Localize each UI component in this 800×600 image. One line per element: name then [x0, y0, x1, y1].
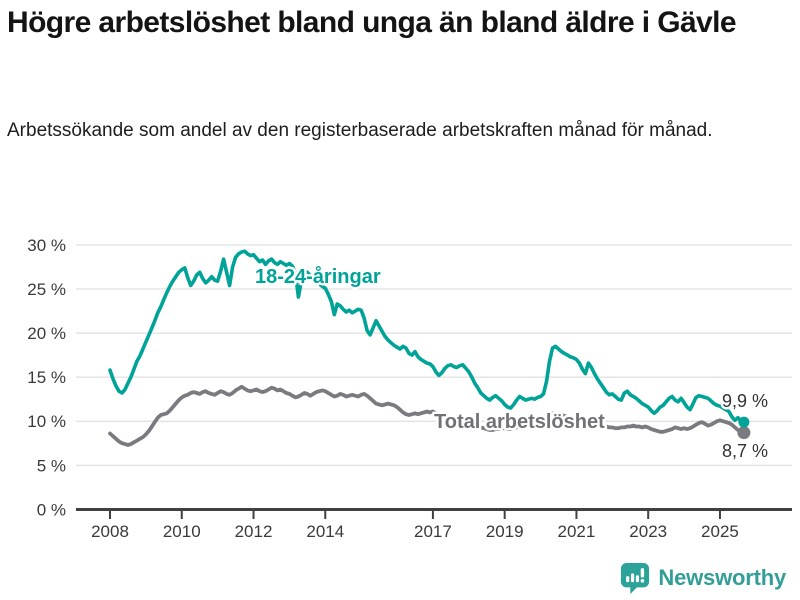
x-axis-tick-label: 2010 — [163, 522, 201, 541]
x-axis-tick-label: 2021 — [558, 522, 596, 541]
series-line-total — [108, 384, 746, 447]
page-title: Högre arbetslöshet bland unga än bland ä… — [7, 6, 737, 39]
end-dot-total — [737, 426, 751, 440]
y-axis-tick-label: 10 % — [27, 412, 66, 431]
y-axis-tick-label: 20 % — [27, 324, 66, 343]
newsworthy-logo-icon — [621, 563, 650, 594]
x-axis-tick-label: 2017 — [414, 522, 452, 541]
y-axis-tick-label: 15 % — [27, 368, 66, 387]
x-axis-tick-label: 2019 — [486, 522, 524, 541]
brand-name: Newsworthy — [658, 565, 786, 590]
end-value-label-total: 8,7 % — [722, 441, 768, 461]
footer-brand: Newsworthy — [620, 562, 786, 594]
page-subtitle: Arbetssökande som andel av den registerb… — [7, 120, 713, 141]
x-axis-tick-label: 2023 — [629, 522, 667, 541]
end-value-label-young: 9,9 % — [722, 391, 768, 411]
x-axis-tick-label: 2025 — [701, 522, 739, 541]
end-dot-young — [738, 416, 750, 428]
x-axis-tick-label: 2008 — [91, 522, 129, 541]
y-axis-tick-label: 0 % — [37, 500, 66, 519]
y-axis-tick-label: 25 % — [27, 280, 66, 299]
series-label-total: Total arbetslöshet — [434, 411, 605, 433]
y-axis-tick-label: 5 % — [37, 456, 66, 475]
x-axis-tick-label: 2012 — [235, 522, 273, 541]
series-line-young — [108, 249, 746, 424]
y-axis-tick-label: 30 % — [27, 236, 66, 255]
series-label-young: 18-24-åringar — [255, 265, 381, 288]
x-axis-tick-label: 2014 — [306, 522, 344, 541]
